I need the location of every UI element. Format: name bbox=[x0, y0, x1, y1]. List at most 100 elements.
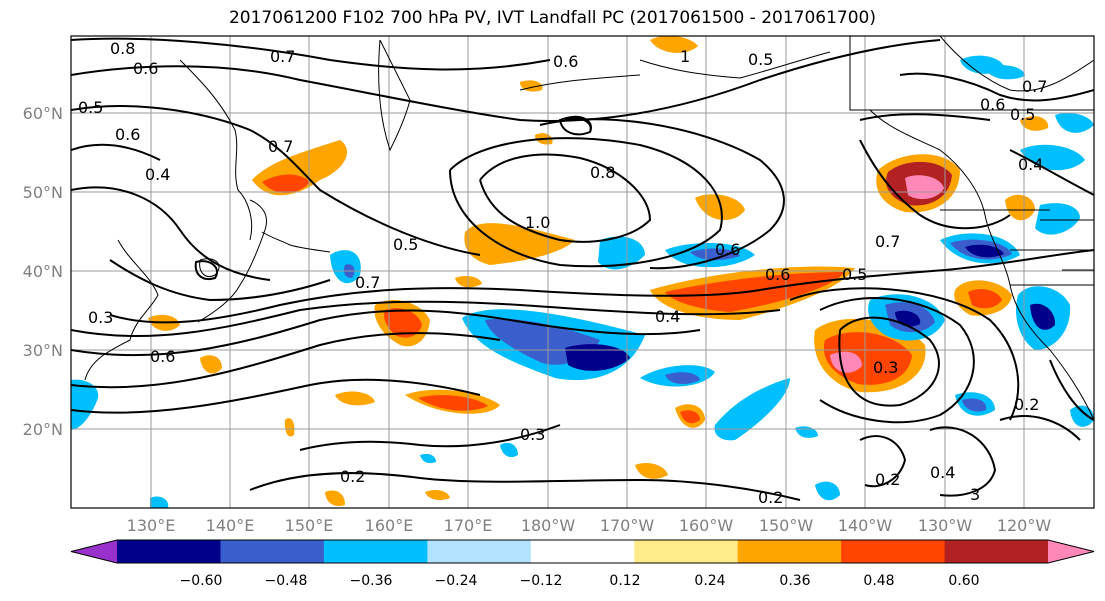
contour-label: 0.2 bbox=[758, 488, 783, 507]
contour-label: 0.6 bbox=[980, 95, 1005, 114]
positive-anomaly bbox=[695, 194, 745, 221]
colorbar-segment bbox=[737, 540, 842, 563]
positive-anomaly bbox=[325, 490, 345, 506]
contour-label: 0.7 bbox=[270, 47, 295, 66]
positive-anomaly bbox=[665, 272, 845, 312]
colorbar-segment bbox=[634, 540, 739, 563]
contour-label: 0.2 bbox=[1014, 395, 1039, 414]
positive-anomaly bbox=[464, 223, 575, 265]
positive-anomaly bbox=[200, 355, 222, 374]
negative-anomaly bbox=[714, 378, 790, 441]
positive-anomaly bbox=[905, 175, 944, 200]
negative-anomaly bbox=[815, 481, 840, 501]
lon-label: 120°W bbox=[997, 516, 1052, 535]
colorbar-tick-label: 0.48 bbox=[863, 573, 894, 589]
contour-label: 0.6 bbox=[765, 265, 790, 284]
lon-label: 150°E bbox=[285, 516, 334, 535]
contour-label: 0.7 bbox=[875, 232, 900, 251]
positive-anomaly bbox=[830, 351, 862, 373]
lon-label: 140°E bbox=[206, 516, 255, 535]
contour-label: 0.8 bbox=[110, 39, 135, 58]
positive-anomaly bbox=[384, 308, 422, 338]
colorbar-segment bbox=[530, 540, 635, 563]
colorbar-tick-label: 0.36 bbox=[779, 573, 810, 589]
contour-label: 0.5 bbox=[748, 50, 773, 69]
longitude-labels: 130°E 140°E 150°E 160°E 170°E 180°W 170°… bbox=[127, 516, 1052, 535]
coastlines bbox=[84, 36, 1094, 421]
contour-label: 1 bbox=[680, 47, 690, 66]
map-area bbox=[71, 36, 1094, 508]
colorbar-tick-label: −0.36 bbox=[350, 573, 393, 589]
contour-label: 0.4 bbox=[655, 307, 680, 326]
negative-anomaly bbox=[962, 398, 987, 412]
contour-label: 0.2 bbox=[875, 470, 900, 489]
contour-label: 0.6 bbox=[115, 125, 140, 144]
lat-label: 50°N bbox=[23, 183, 63, 202]
lon-label: 170°E bbox=[444, 516, 493, 535]
contour-label: 0.6 bbox=[133, 59, 158, 78]
contour-label: 0.4 bbox=[145, 165, 170, 184]
colorbar-tick-label: 0.60 bbox=[948, 573, 979, 589]
lon-label: 170°W bbox=[600, 516, 655, 535]
shaded-anomalies bbox=[71, 36, 1094, 508]
colorbar-tick-label: −0.60 bbox=[180, 573, 223, 589]
positive-anomaly bbox=[635, 463, 668, 479]
negative-anomaly bbox=[665, 372, 700, 385]
positive-anomaly bbox=[418, 395, 488, 411]
positive-anomaly bbox=[680, 410, 700, 424]
lat-label: 40°N bbox=[23, 262, 63, 281]
negative-anomaly bbox=[500, 442, 518, 458]
contour-label: 0.2 bbox=[340, 467, 365, 486]
positive-anomaly bbox=[1005, 194, 1035, 221]
contour-label: 0.8 bbox=[590, 163, 615, 182]
contour-label: 0.6 bbox=[553, 52, 578, 71]
lon-label: 130°W bbox=[918, 516, 973, 535]
positive-anomaly bbox=[1020, 116, 1049, 131]
contour-label: 0.3 bbox=[873, 358, 898, 377]
colorbar-tick-labels: −0.60 −0.48 −0.36 −0.24 −0.12 0.12 0.24 … bbox=[180, 573, 980, 589]
positive-anomaly bbox=[262, 174, 310, 193]
contour-label: 0.3 bbox=[520, 425, 545, 444]
negative-anomaly bbox=[1030, 303, 1056, 330]
colorbar-tick-label: −0.24 bbox=[435, 573, 478, 589]
negative-anomaly bbox=[1070, 405, 1094, 427]
lon-label: 130°E bbox=[127, 516, 176, 535]
negative-anomaly bbox=[1055, 113, 1094, 133]
map-background bbox=[71, 36, 1094, 508]
map-frame bbox=[70, 35, 1095, 509]
contour-label: 0.6 bbox=[150, 347, 175, 366]
lat-label: 60°N bbox=[23, 104, 63, 123]
lat-label: 30°N bbox=[23, 341, 63, 360]
contour-label: 0.3 bbox=[88, 308, 113, 327]
colorbar-tick-label: −0.48 bbox=[265, 573, 308, 589]
negative-anomaly bbox=[985, 65, 1025, 80]
colorbar-segment bbox=[841, 540, 946, 563]
contour-label: 0.4 bbox=[1018, 155, 1043, 174]
lon-label: 140°W bbox=[838, 516, 893, 535]
lon-label: 150°W bbox=[759, 516, 814, 535]
contour-labels: 0.8 0.6 0.5 0.6 0.4 0.7 0.7 0.6 1 0.5 0.… bbox=[78, 39, 1047, 507]
colorbar-segment bbox=[427, 540, 532, 563]
lat-label: 20°N bbox=[23, 420, 63, 439]
colorbar-tick-label: 0.12 bbox=[609, 573, 640, 589]
negative-anomaly bbox=[598, 236, 645, 270]
positive-anomaly bbox=[968, 289, 1002, 309]
contour-label: 3 bbox=[970, 485, 980, 504]
contour-label: 0.5 bbox=[393, 235, 418, 254]
positive-anomaly bbox=[284, 418, 295, 437]
contour-label: 0.6 bbox=[715, 240, 740, 259]
contour-label: 0.5 bbox=[842, 265, 867, 284]
contour-label: 0.7 bbox=[268, 137, 293, 156]
contour-label: 0.7 bbox=[355, 273, 380, 292]
colorbar-segment bbox=[944, 540, 1049, 563]
negative-anomaly bbox=[150, 496, 169, 508]
lon-label: 160°E bbox=[365, 516, 414, 535]
positive-anomaly bbox=[650, 36, 698, 53]
colorbar-tick-label: 0.24 bbox=[694, 573, 725, 589]
negative-anomaly bbox=[71, 379, 99, 430]
colorbar-extend-min bbox=[71, 540, 117, 563]
negative-anomaly bbox=[565, 344, 630, 371]
negative-anomaly bbox=[690, 248, 740, 261]
colorbar bbox=[70, 539, 1095, 564]
contour-label: 0.5 bbox=[78, 98, 103, 117]
